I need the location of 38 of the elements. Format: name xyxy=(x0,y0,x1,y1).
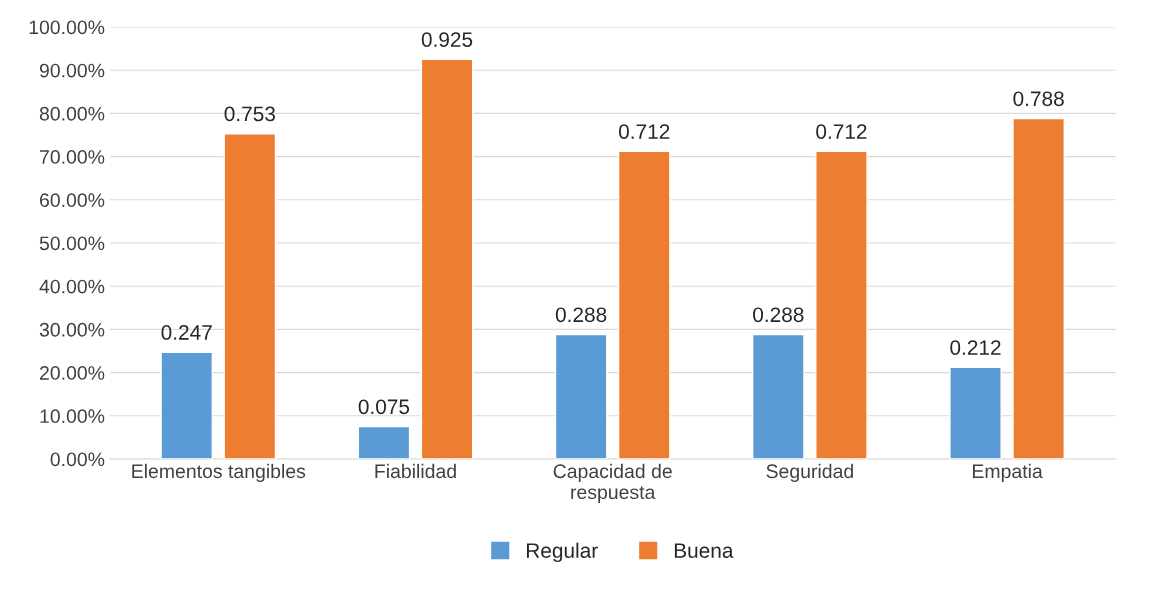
bar xyxy=(223,133,277,459)
data-label: 0.288 xyxy=(753,307,804,323)
data-label: 0.288 xyxy=(555,307,607,323)
y-tick-label: 30.00% xyxy=(39,322,105,337)
y-tick-label: 90.00% xyxy=(39,63,105,78)
data-label: 0.212 xyxy=(950,340,1001,355)
x-tick-label: Elementos tangibles xyxy=(132,463,306,482)
bar xyxy=(815,150,868,459)
bar xyxy=(617,150,671,459)
y-tick-label: 100.00% xyxy=(29,20,105,35)
y-tick-label: 40.00% xyxy=(39,279,105,294)
data-label: 0.075 xyxy=(358,399,410,415)
y-tick-label: 80.00% xyxy=(39,106,105,121)
bar xyxy=(420,58,474,459)
data-label: 0.753 xyxy=(224,106,275,122)
x-tick-label: Capacidad de respuesta xyxy=(553,463,672,503)
bar xyxy=(949,366,1002,459)
x-tick-label: Seguridad xyxy=(766,463,853,482)
data-label: 0.247 xyxy=(161,325,212,340)
data-label: 0.925 xyxy=(421,32,473,47)
x-tick-label: Empatia xyxy=(973,463,1043,482)
x-tick-label: Fiabilidad xyxy=(375,463,456,479)
legend-label: Regular xyxy=(526,542,598,563)
y-tick-label: 20.00% xyxy=(39,366,105,380)
data-label: 0.788 xyxy=(1013,91,1064,107)
bar xyxy=(751,333,805,459)
y-tick-label: 0.00% xyxy=(50,452,105,467)
bar xyxy=(1012,117,1065,459)
bar xyxy=(554,333,608,459)
bar xyxy=(357,425,411,459)
data-label: 0.712 xyxy=(816,124,867,139)
y-tick-label: 10.00% xyxy=(40,409,105,424)
y-tick-label: 70.00% xyxy=(40,150,105,164)
data-label: 0.712 xyxy=(618,124,670,139)
y-tick-label: 50.00% xyxy=(39,236,105,251)
legend-label: Buena xyxy=(674,543,734,558)
y-tick-label: 60.00% xyxy=(40,193,105,208)
bar xyxy=(160,351,214,459)
